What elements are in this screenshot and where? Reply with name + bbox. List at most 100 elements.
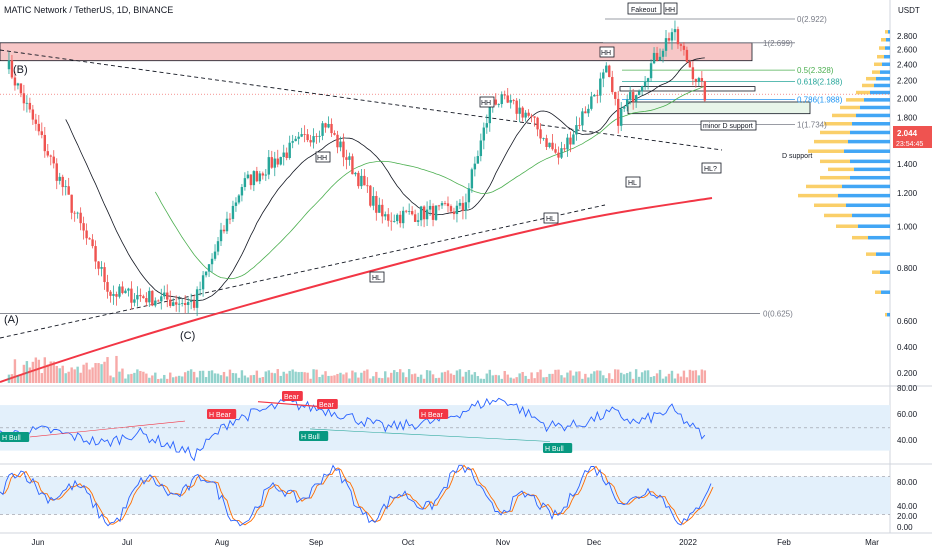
volume-bar xyxy=(67,371,70,383)
volume-bar xyxy=(73,369,76,383)
volume-bar xyxy=(70,367,73,383)
candle-body xyxy=(455,205,459,215)
volume-bar xyxy=(339,372,342,383)
volume-bar xyxy=(124,378,127,383)
vp-bar-up xyxy=(828,167,854,172)
candle-body xyxy=(160,296,163,302)
volume-bar xyxy=(357,377,360,383)
volume-bar xyxy=(646,370,650,383)
hh-label-sep: HH xyxy=(317,155,327,162)
volume-bar xyxy=(551,373,554,383)
volume-bar xyxy=(10,374,14,383)
volume-bar xyxy=(572,375,575,383)
candle-body xyxy=(688,61,692,68)
volume-bar xyxy=(237,377,241,383)
candle-body xyxy=(327,123,330,128)
candle-body xyxy=(422,206,426,220)
last-price-tag xyxy=(893,126,932,148)
candle-body xyxy=(384,214,387,217)
volume-bar xyxy=(318,377,321,383)
candle-body xyxy=(611,77,614,93)
divergence-tag xyxy=(299,431,329,441)
candle-body xyxy=(381,204,384,217)
volume-bar xyxy=(115,355,118,383)
candle-body xyxy=(109,291,112,296)
price-tick-label: 2.600 xyxy=(897,46,918,55)
vp-bar-down xyxy=(881,290,890,294)
time-tick-label: Nov xyxy=(496,538,510,547)
candle-body xyxy=(115,294,118,297)
volume-bar xyxy=(452,374,456,383)
volume-bar xyxy=(428,370,432,383)
volume-bar xyxy=(658,369,662,383)
volume-bar xyxy=(679,376,683,383)
candle-body xyxy=(175,302,178,305)
volume-bar xyxy=(139,370,142,383)
price-tick-label: 1.000 xyxy=(897,222,918,231)
candle-body xyxy=(670,32,674,41)
candle-body xyxy=(133,299,136,303)
candle-body xyxy=(545,138,548,148)
volume-bar xyxy=(539,369,542,383)
volume-bar xyxy=(446,370,450,383)
candle-body xyxy=(270,157,273,168)
candle-body xyxy=(617,98,620,126)
volume-bar xyxy=(506,374,509,383)
candle-body xyxy=(222,229,226,232)
candle-body xyxy=(148,290,151,303)
volume-bar xyxy=(103,361,106,383)
volume-bar xyxy=(37,359,41,383)
candle-body xyxy=(569,137,572,145)
candle-body xyxy=(166,292,169,300)
vp-bar-down xyxy=(850,130,890,135)
candle-body xyxy=(91,239,94,247)
candle-body xyxy=(163,292,166,297)
volume-bar xyxy=(491,375,494,383)
volume-bar xyxy=(189,369,193,383)
candle-body xyxy=(49,155,52,157)
vp-bar-up xyxy=(820,159,850,164)
volume-bar xyxy=(157,378,160,383)
vp-bar-up xyxy=(808,149,844,153)
candle-body xyxy=(285,152,288,158)
candle-body xyxy=(682,45,686,50)
volume-bar xyxy=(566,372,569,383)
volume-bar xyxy=(22,364,26,383)
stoch-tick-label: 0.00 xyxy=(897,523,913,532)
volume-bar xyxy=(449,373,453,383)
candle-body xyxy=(697,78,701,82)
candle-body xyxy=(31,109,35,120)
volume-bar xyxy=(542,377,545,383)
volume-bar xyxy=(34,357,38,383)
candle-body xyxy=(336,134,339,148)
hl-label-nov: HL xyxy=(546,216,555,223)
candle-body xyxy=(378,204,381,213)
candle-body xyxy=(312,136,315,143)
vp-bar-up xyxy=(872,270,880,274)
vp-bar-down xyxy=(880,270,890,274)
candle-body xyxy=(246,174,250,179)
volume-bar xyxy=(172,377,175,383)
vp-bar-up xyxy=(875,290,881,294)
fakeout-box xyxy=(627,2,662,15)
candle-body xyxy=(518,107,521,114)
price-tick-label: 1.400 xyxy=(897,160,918,169)
candle-body xyxy=(485,123,489,128)
volume-bar xyxy=(91,367,94,383)
candle-body xyxy=(252,171,256,186)
volume-bar xyxy=(545,376,548,383)
candle-body xyxy=(509,100,512,103)
vp-bar-down xyxy=(844,149,890,153)
volume-bar xyxy=(118,371,121,383)
hh-label-dec: HH xyxy=(601,50,611,57)
rsi-tick-label: 40.00 xyxy=(897,436,918,445)
volume-bar xyxy=(622,374,626,383)
time-tick-label: Mar xyxy=(865,538,879,547)
volume-bar xyxy=(410,374,414,383)
stoch-tick-label: 80.00 xyxy=(897,478,918,487)
candle-body xyxy=(437,205,441,207)
volume-bar xyxy=(330,375,333,383)
volume-bar xyxy=(664,376,668,383)
